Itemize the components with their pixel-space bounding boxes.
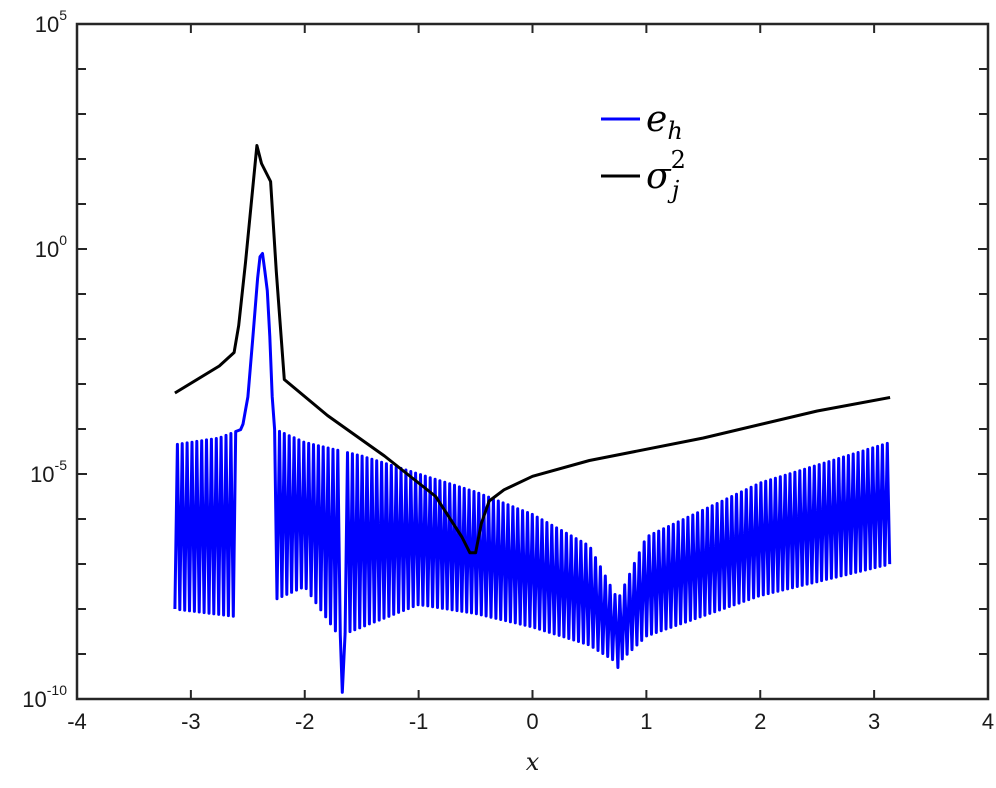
series-line-sigma-j-squared [174,144,891,555]
legend-entry-superscript: 2 [671,146,686,174]
y-tick-label-exponent: 5 [59,7,67,23]
y-tick-label: 10-5 [30,457,67,487]
y-tick-label: 100 [35,232,67,262]
x-tick-label: 4 [982,709,994,734]
y-tick-label-base: 10 [22,687,46,712]
x-tick-label: 1 [640,709,652,734]
y-tick-label-base: 10 [35,237,59,262]
x-axis-label: x [526,748,540,776]
y-tick-label-base: 10 [30,462,54,487]
x-tick-label: -2 [295,709,315,734]
series-line-e-h [173,252,892,694]
legend-entry: eh [646,99,683,145]
x-tick-label: -4 [67,709,87,734]
x-tick-label: -3 [181,709,201,734]
axes-layer [75,22,990,701]
x-tick-label: 3 [868,709,880,734]
y-tick-label: 10-10 [22,682,67,712]
y-tick-label-base: 10 [35,12,59,37]
x-tick-label: 0 [526,709,538,734]
y-tick-label-exponent: -5 [55,457,68,473]
x-tick-label: -1 [409,709,429,734]
legend-entry-base: e [646,99,667,140]
y-tick-label-exponent: 0 [59,232,67,248]
series-layer [173,144,892,694]
y-tick-label: 105 [35,7,67,37]
y-tick-label-exponent: -10 [47,682,67,698]
legend-entry-subscript: h [667,117,682,145]
x-tick-label: 2 [754,709,766,734]
legend-entry-base: σ [646,156,672,197]
